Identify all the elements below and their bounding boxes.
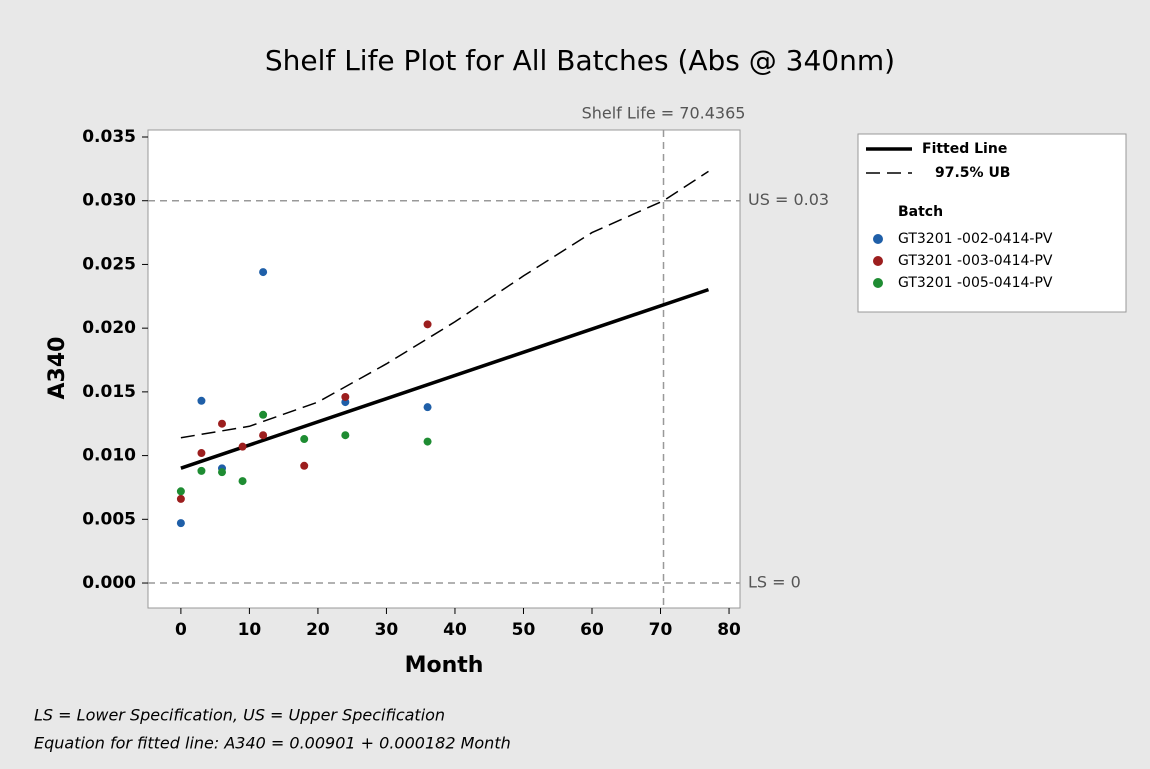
- x-tick-label: 10: [238, 620, 262, 640]
- point: [423, 320, 432, 329]
- spec-label: US = 0.03: [748, 190, 829, 209]
- point: [259, 410, 268, 419]
- y-tick-label: 0.030: [82, 191, 136, 211]
- point: [176, 487, 185, 496]
- point: [423, 403, 432, 412]
- x-tick-label: 20: [306, 620, 330, 640]
- plot-area: [147, 129, 741, 609]
- point: [341, 431, 350, 440]
- upper-bound-line: [180, 170, 709, 439]
- y-tick-label: 0.010: [82, 446, 136, 466]
- point: [197, 466, 206, 475]
- point: [218, 468, 226, 477]
- y-tick-label: 0.020: [82, 318, 136, 338]
- x-tick-label: 30: [375, 620, 399, 640]
- shelf-life-label: Shelf Life = 70.4365: [582, 104, 746, 123]
- y-tick-label: 0.000: [82, 573, 136, 593]
- point: [176, 519, 185, 528]
- legend-marker: [873, 278, 883, 288]
- x-tick-label: 60: [580, 620, 604, 640]
- point: [197, 396, 206, 405]
- point: [300, 435, 309, 444]
- y-tick-label: 0.005: [82, 509, 136, 529]
- y-tick-label: 0.025: [82, 254, 136, 274]
- legend-title: Batch: [898, 204, 943, 220]
- point: [300, 461, 309, 470]
- point: [197, 449, 206, 458]
- x-axis-label: Month: [405, 653, 484, 678]
- y-tick-label: 0.015: [82, 382, 136, 402]
- spec-label: LS = 0: [748, 573, 801, 592]
- point: [238, 442, 247, 451]
- chart-title: Shelf Life Plot for All Batches (Abs @ 3…: [265, 44, 895, 77]
- legend: [857, 133, 1127, 313]
- y-axis-label: A340: [45, 337, 70, 400]
- x-tick-label: 80: [717, 620, 741, 640]
- legend-label: GT3201 -002-0414-PV: [898, 231, 1053, 247]
- x-tick-label: 0: [175, 620, 187, 640]
- legend-label: GT3201 -003-0414-PV: [898, 253, 1053, 269]
- legend-marker: [873, 234, 883, 244]
- point: [238, 477, 247, 486]
- footnote: Equation for fitted line: A340 = 0.00901…: [34, 734, 511, 753]
- legend-label: Fitted Line: [922, 141, 1007, 157]
- y-tick-label: 0.035: [82, 127, 136, 147]
- point: [176, 494, 185, 503]
- x-tick-label: 70: [649, 620, 673, 640]
- point: [218, 419, 226, 428]
- legend-label: 97.5% UB: [935, 165, 1010, 181]
- x-tick-label: 50: [512, 620, 536, 640]
- footnote: LS = Lower Specification, US = Upper Spe…: [34, 706, 445, 725]
- point: [259, 268, 268, 277]
- x-tick-label: 40: [443, 620, 467, 640]
- fitted-line: [180, 287, 710, 470]
- point: [341, 392, 350, 401]
- point: [423, 437, 432, 446]
- legend-marker: [873, 256, 883, 266]
- legend-label: GT3201 -005-0414-PV: [898, 275, 1053, 291]
- point: [259, 431, 268, 440]
